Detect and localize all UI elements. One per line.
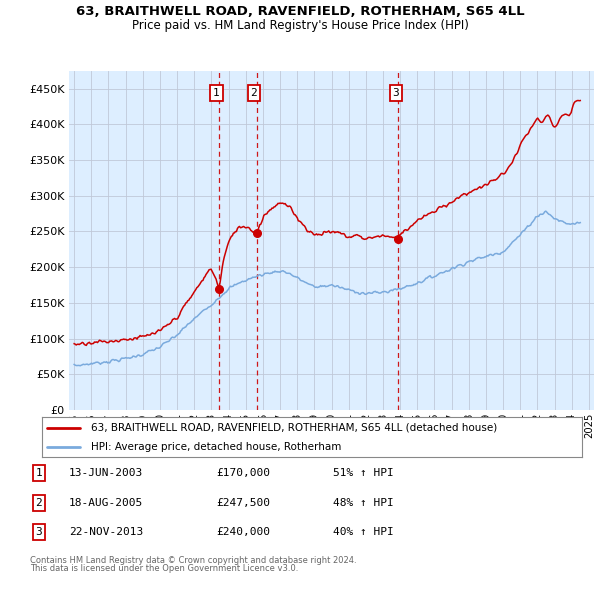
Text: 2: 2 bbox=[251, 88, 257, 98]
Text: 63, BRAITHWELL ROAD, RAVENFIELD, ROTHERHAM, S65 4LL: 63, BRAITHWELL ROAD, RAVENFIELD, ROTHERH… bbox=[76, 5, 524, 18]
Text: 18-AUG-2005: 18-AUG-2005 bbox=[69, 498, 143, 507]
Text: 1: 1 bbox=[35, 468, 43, 478]
Text: 22-NOV-2013: 22-NOV-2013 bbox=[69, 527, 143, 537]
Text: 48% ↑ HPI: 48% ↑ HPI bbox=[333, 498, 394, 507]
Text: £240,000: £240,000 bbox=[216, 527, 270, 537]
Text: 2: 2 bbox=[35, 498, 43, 507]
Text: This data is licensed under the Open Government Licence v3.0.: This data is licensed under the Open Gov… bbox=[30, 565, 298, 573]
Text: Price paid vs. HM Land Registry's House Price Index (HPI): Price paid vs. HM Land Registry's House … bbox=[131, 19, 469, 32]
Text: 3: 3 bbox=[392, 88, 399, 98]
Text: 13-JUN-2003: 13-JUN-2003 bbox=[69, 468, 143, 478]
Text: HPI: Average price, detached house, Rotherham: HPI: Average price, detached house, Roth… bbox=[91, 442, 341, 452]
Text: £247,500: £247,500 bbox=[216, 498, 270, 507]
Text: Contains HM Land Registry data © Crown copyright and database right 2024.: Contains HM Land Registry data © Crown c… bbox=[30, 556, 356, 565]
Text: £170,000: £170,000 bbox=[216, 468, 270, 478]
Text: 3: 3 bbox=[35, 527, 43, 537]
Text: 63, BRAITHWELL ROAD, RAVENFIELD, ROTHERHAM, S65 4LL (detached house): 63, BRAITHWELL ROAD, RAVENFIELD, ROTHERH… bbox=[91, 423, 497, 433]
Text: 51% ↑ HPI: 51% ↑ HPI bbox=[333, 468, 394, 478]
Text: 40% ↑ HPI: 40% ↑ HPI bbox=[333, 527, 394, 537]
Text: 1: 1 bbox=[213, 88, 220, 98]
